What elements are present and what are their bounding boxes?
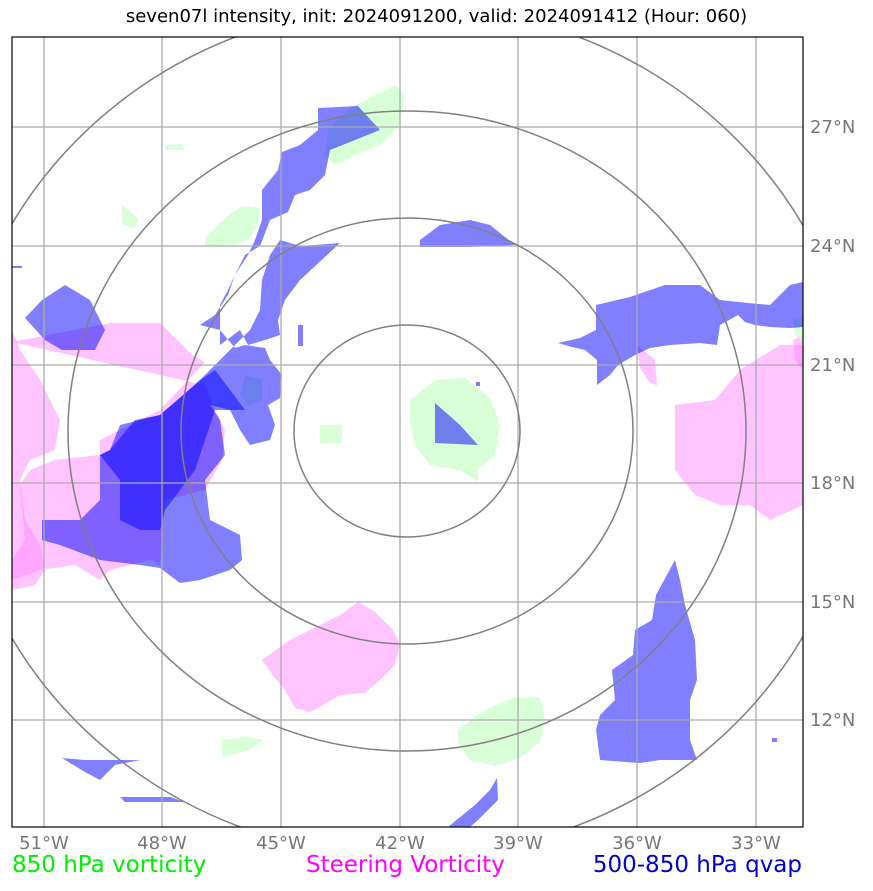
lat-label: 12°N bbox=[810, 710, 855, 731]
lat-label: 15°N bbox=[810, 592, 855, 613]
lon-label: 42°W bbox=[375, 833, 425, 854]
gridlines bbox=[12, 37, 803, 827]
range-ring-3 bbox=[67, 110, 747, 752]
range-ring-1 bbox=[293, 324, 521, 538]
legend-steering-vorticity: Steering Vorticity bbox=[306, 852, 505, 878]
lat-label: 21°N bbox=[810, 355, 855, 376]
lon-label: 33°W bbox=[731, 833, 781, 854]
legend-qvap: 500-850 hPa qvap bbox=[592, 852, 802, 878]
lon-label: 48°W bbox=[137, 833, 187, 854]
legend-850-vorticity: 850 hPa vorticity bbox=[12, 852, 207, 878]
range-rings bbox=[12, 37, 803, 827]
latitude-labels: 27°N 24°N 21°N 18°N 15°N 12°N bbox=[810, 117, 855, 731]
lat-label: 18°N bbox=[810, 473, 855, 494]
range-ring-2 bbox=[180, 217, 634, 645]
lat-label: 27°N bbox=[810, 117, 855, 138]
map-title: seven07l intensity, init: 2024091200, va… bbox=[125, 6, 748, 27]
lon-label: 36°W bbox=[612, 833, 662, 854]
longitude-labels: 51°W 48°W 45°W 42°W 39°W 36°W 33°W bbox=[19, 833, 781, 854]
lon-label: 45°W bbox=[256, 833, 306, 854]
lat-label: 24°N bbox=[810, 236, 855, 257]
lon-label: 51°W bbox=[19, 833, 69, 854]
map-frame bbox=[11, 36, 804, 828]
lon-label: 39°W bbox=[493, 833, 543, 854]
qvap-layer bbox=[12, 106, 803, 827]
